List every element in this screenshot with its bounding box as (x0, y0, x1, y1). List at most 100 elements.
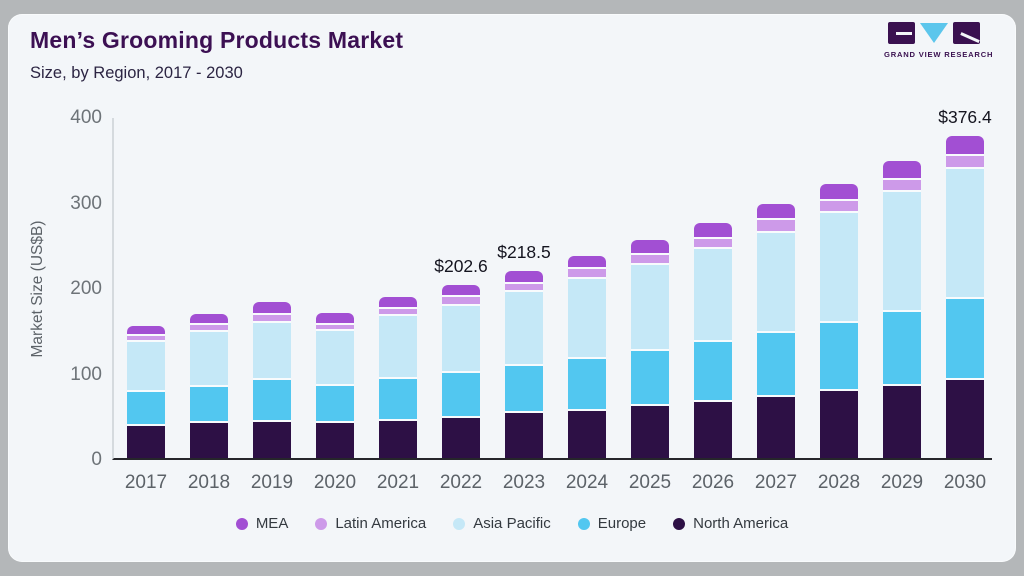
segment-europe-2019 (253, 377, 291, 420)
x-tick-label-2028: 2028 (817, 472, 861, 493)
legend-dot-icon (235, 517, 248, 530)
segment-europe-2028 (820, 320, 858, 390)
segment-europe-2027 (757, 331, 795, 396)
x-tick-label-2024: 2024 (565, 472, 609, 493)
x-tick-label-2030: 2030 (943, 472, 987, 493)
legend-dot-icon (673, 517, 686, 530)
segment-latin-america-2026 (694, 236, 732, 248)
segment-latin-america-2029 (883, 178, 921, 190)
y-tick-label: 0 (91, 449, 102, 470)
segment-north-america-2029 (883, 384, 921, 458)
segment-north-america-2022 (442, 415, 480, 458)
bar-2017 (127, 325, 165, 458)
segment-north-america-2021 (379, 419, 417, 458)
segment-mea-2028 (820, 183, 858, 199)
bar-2018 (190, 313, 228, 458)
segment-latin-america-2019 (253, 313, 291, 321)
legend-dot-icon (453, 517, 466, 530)
logo-letter-g-icon (888, 22, 915, 44)
bar-2023 (505, 271, 543, 458)
legend-label: Europe (597, 515, 647, 532)
x-tick-label-2020: 2020 (313, 472, 357, 493)
segment-north-america-2024 (568, 408, 606, 458)
segment-latin-america-2021 (379, 307, 417, 314)
segment-mea-2026 (694, 222, 732, 237)
bar-2022 (442, 284, 480, 458)
segment-latin-america-2017 (127, 334, 165, 341)
segment-europe-2026 (694, 340, 732, 400)
segment-north-america-2023 (505, 411, 543, 458)
segment-asia-pacific-2023 (505, 290, 543, 364)
segment-europe-2017 (127, 389, 165, 424)
segment-north-america-2028 (820, 389, 858, 458)
x-tick-label-2026: 2026 (691, 472, 735, 493)
bar-2029 (883, 161, 921, 458)
segment-asia-pacific-2025 (631, 262, 669, 349)
x-tick-label-2019: 2019 (250, 472, 294, 493)
legend-label: Asia Pacific (473, 515, 551, 532)
legend-item-europe: Europe (577, 515, 647, 532)
x-tick-label-2017: 2017 (124, 472, 168, 493)
segment-asia-pacific-2028 (820, 211, 858, 321)
bar-2026 (694, 222, 732, 458)
segment-latin-america-2030 (946, 153, 984, 167)
x-tick-label-2018: 2018 (187, 472, 231, 493)
segment-europe-2024 (568, 356, 606, 409)
y-tick-label: 200 (70, 278, 102, 299)
legend-item-mea: MEA (235, 515, 289, 532)
segment-north-america-2017 (127, 423, 165, 458)
segment-mea-2025 (631, 240, 669, 253)
legend-item-north-america: North America (673, 515, 788, 532)
segment-mea-2018 (190, 313, 228, 324)
segment-europe-2018 (190, 384, 228, 422)
segment-europe-2023 (505, 363, 543, 412)
segment-north-america-2019 (253, 419, 291, 458)
segment-mea-2021 (379, 297, 417, 308)
logo-letter-r-icon (953, 22, 980, 44)
bar-2024 (568, 256, 606, 458)
segment-mea-2027 (757, 204, 795, 219)
segment-mea-2029 (883, 161, 921, 179)
segment-north-america-2026 (694, 399, 732, 458)
segment-latin-america-2022 (442, 295, 480, 304)
segment-asia-pacific-2024 (568, 277, 606, 357)
bar-2028 (820, 183, 858, 458)
bar-2019 (253, 301, 291, 458)
segment-latin-america-2020 (316, 322, 354, 330)
y-tick-label: 300 (70, 192, 102, 214)
logo-letter-v-icon (920, 23, 948, 43)
plot-area: 2017 2018 2019 2020 2021 2022 $202.6 2023 $218.5… (112, 107, 992, 493)
segment-europe-2021 (379, 377, 417, 420)
value-label-2022: $202.6 (434, 255, 488, 276)
grand-view-research-logo: GRAND VIEW RESEARCH (884, 22, 994, 59)
segment-europe-2025 (631, 349, 669, 405)
segment-asia-pacific-2017 (127, 340, 165, 390)
logo-text: GRAND VIEW RESEARCH (884, 50, 994, 59)
logo-marks (884, 22, 984, 46)
segment-latin-america-2023 (505, 281, 543, 291)
segment-asia-pacific-2026 (694, 247, 732, 341)
chart-legend: MEA Latin America Asia Pacific Europe North … (8, 515, 1016, 532)
segment-asia-pacific-2020 (316, 329, 354, 385)
x-tick-label-2025: 2025 (628, 472, 672, 493)
segment-north-america-2030 (946, 378, 984, 458)
bar-2025 (631, 240, 669, 458)
segment-latin-america-2018 (190, 323, 228, 331)
legend-item-latin-america: Latin America (315, 515, 426, 532)
value-label-2023: $218.5 (497, 242, 551, 263)
legend-label: Latin America (335, 515, 427, 532)
bar-2020 (316, 312, 354, 458)
legend-dot-icon (315, 517, 328, 530)
legend-label: North America (693, 515, 789, 532)
y-tick-label: 100 (70, 363, 102, 385)
x-tick-label-2023: 2023 (502, 472, 546, 493)
segment-mea-2022 (442, 284, 480, 296)
x-tick-label-2022: 2022 (439, 472, 483, 493)
page-subtitle: Size, by Region, 2017 - 2030 (30, 64, 243, 82)
legend-label: MEA (255, 515, 289, 532)
y-tick-label: 400 (70, 107, 102, 128)
segment-asia-pacific-2029 (883, 189, 921, 311)
bar-2027 (757, 204, 795, 458)
segment-asia-pacific-2030 (946, 166, 984, 298)
